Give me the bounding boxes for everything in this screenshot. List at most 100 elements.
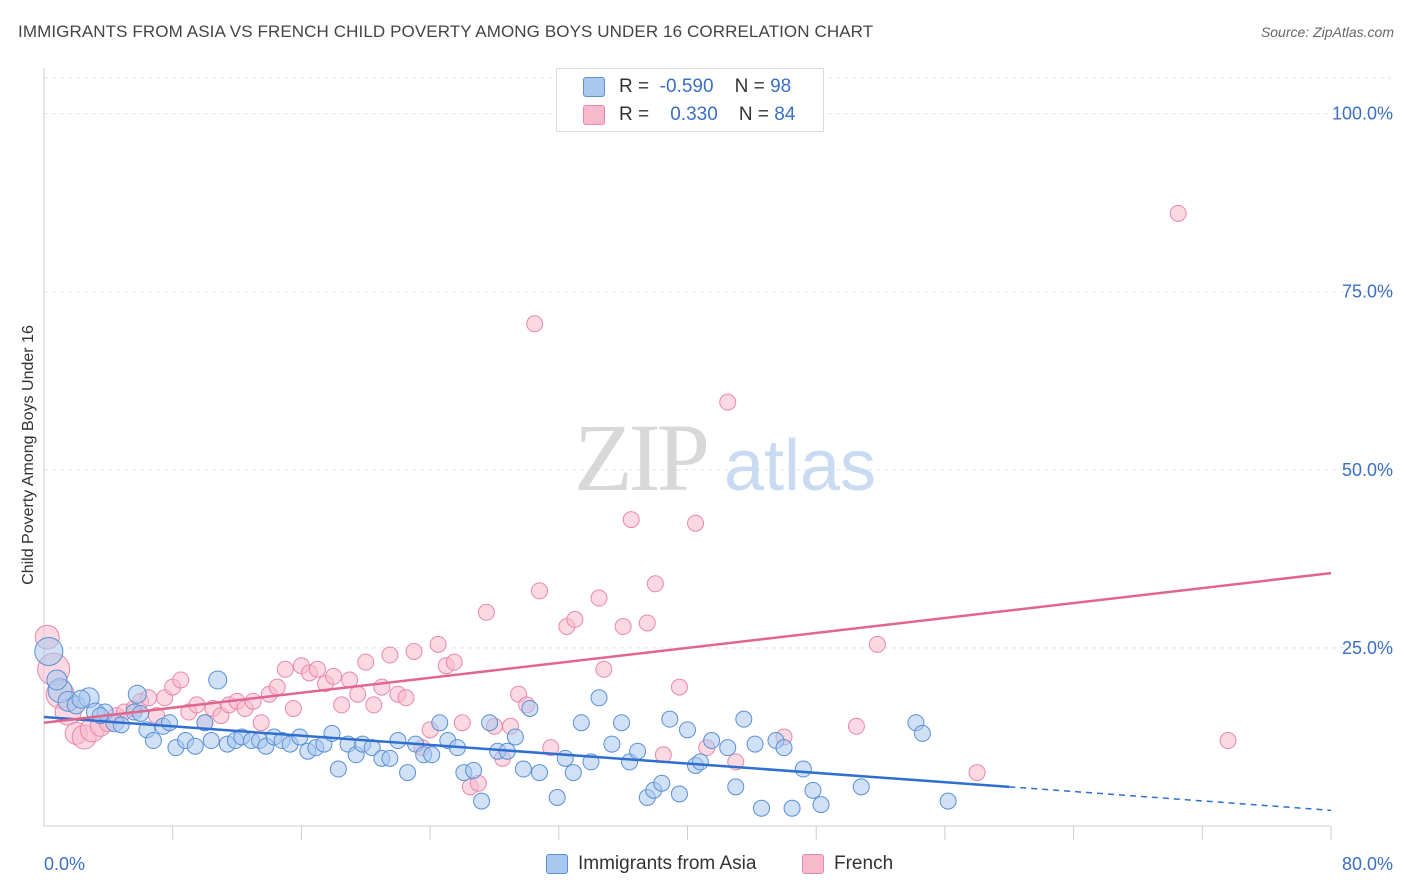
asia-point — [572, 714, 590, 732]
french-point — [590, 589, 608, 607]
asia-point — [202, 732, 220, 750]
asia-point — [389, 732, 407, 750]
asia-point — [46, 669, 68, 691]
french-point — [445, 653, 463, 671]
asia-point — [399, 764, 417, 782]
watermark: ZIP atlas — [574, 404, 876, 511]
y-tick-label: 75.0% — [1342, 282, 1393, 302]
asia-point — [160, 714, 178, 732]
legend: R = -0.590 N = 98 R = 0.330 N = 84 — [556, 68, 824, 132]
asia-point — [775, 739, 793, 757]
y-axis-label: Child Poverty Among Boys Under 16 — [20, 325, 37, 585]
french-point — [968, 764, 986, 782]
legend-row-french: R = 0.330 N = 84 — [583, 101, 795, 129]
asia-point — [653, 774, 671, 792]
french-points — [34, 204, 1237, 796]
asia-point — [34, 636, 64, 666]
asia-trend-extension — [1009, 786, 1332, 812]
asia-point — [735, 710, 753, 728]
french-point — [530, 582, 548, 600]
x-tick-label: 80.0% — [1342, 854, 1393, 874]
asia-point — [603, 735, 621, 753]
asia-point — [473, 792, 491, 810]
french-point — [847, 717, 865, 735]
asia-point — [144, 732, 162, 750]
watermark-zip: ZIP — [574, 404, 707, 511]
french-point — [477, 603, 495, 621]
asia-point — [208, 670, 228, 690]
french-point — [1219, 732, 1237, 750]
asia-point — [329, 760, 347, 778]
asia-point — [719, 739, 737, 757]
legend-n-value: 98 — [770, 76, 792, 97]
bottom-swatch-asia — [546, 854, 568, 874]
asia-point — [812, 796, 830, 814]
y-tick-label: 25.0% — [1342, 638, 1393, 658]
bottom-legend-label-asia: Immigrants from Asia — [578, 853, 757, 874]
french-trend-line — [43, 571, 1332, 724]
legend-n-value: 84 — [774, 104, 796, 125]
asia-point — [804, 781, 822, 799]
asia-point — [753, 799, 771, 817]
legend-swatch-asia — [583, 77, 605, 97]
chart-title: IMMIGRANTS FROM ASIA VS FRENCH CHILD POV… — [18, 22, 874, 41]
asia-point — [661, 710, 679, 728]
asia-trend-line — [43, 715, 1010, 789]
asia-points — [34, 636, 957, 817]
asia-point — [431, 714, 449, 732]
asia-point — [913, 724, 931, 742]
bottom-legend-french: French — [802, 852, 893, 876]
french-point — [252, 714, 270, 732]
french-point — [638, 614, 656, 632]
french-point — [333, 696, 351, 714]
asia-point — [548, 789, 566, 807]
asia-point — [590, 689, 608, 707]
asia-point — [132, 704, 150, 722]
trend-lines — [43, 571, 1332, 812]
french-point — [381, 646, 399, 664]
x-tick-label: 0.0% — [44, 854, 85, 874]
legend-r-label: R = — [619, 76, 650, 97]
asia-point — [521, 699, 539, 717]
legend-n-label: N = — [738, 104, 770, 125]
axes — [43, 68, 1332, 840]
french-point — [276, 660, 294, 678]
french-point — [429, 635, 447, 653]
legend-r-value: 0.330 — [670, 104, 718, 125]
bottom-swatch-french — [802, 854, 824, 874]
french-point — [687, 514, 705, 532]
asia-point — [746, 735, 764, 753]
asia-point — [481, 714, 499, 732]
french-point — [614, 618, 632, 636]
asia-point — [506, 728, 524, 746]
asia-point — [727, 778, 745, 796]
asia-point — [794, 760, 812, 778]
asia-point — [679, 721, 696, 739]
french-point — [670, 678, 688, 696]
asia-point — [564, 764, 582, 782]
french-point — [566, 610, 584, 628]
french-point — [284, 699, 302, 717]
french-point — [719, 393, 737, 411]
y-tick-label: 50.0% — [1342, 460, 1393, 480]
asia-point — [703, 732, 721, 750]
asia-point — [670, 785, 688, 803]
asia-point — [556, 749, 574, 767]
french-point — [405, 642, 423, 660]
asia-point — [613, 714, 631, 732]
french-point — [349, 685, 367, 703]
french-point — [622, 511, 640, 529]
source-credit: Source: ZipAtlas.com — [1260, 24, 1394, 40]
legend-r-label: R = — [619, 104, 650, 125]
french-point — [357, 653, 375, 671]
french-point — [365, 696, 383, 714]
asia-point — [629, 742, 647, 760]
asia-point — [465, 761, 483, 779]
french-point — [646, 575, 664, 593]
tick-labels: 25.0% 50.0% 75.0% 100.0% 0.0% 80.0% — [44, 104, 1393, 874]
bottom-legend-asia: Immigrants from Asia — [546, 852, 756, 876]
french-point — [325, 667, 343, 685]
y-tick-label: 100.0% — [1332, 104, 1393, 124]
grid-lines — [44, 77, 1391, 649]
